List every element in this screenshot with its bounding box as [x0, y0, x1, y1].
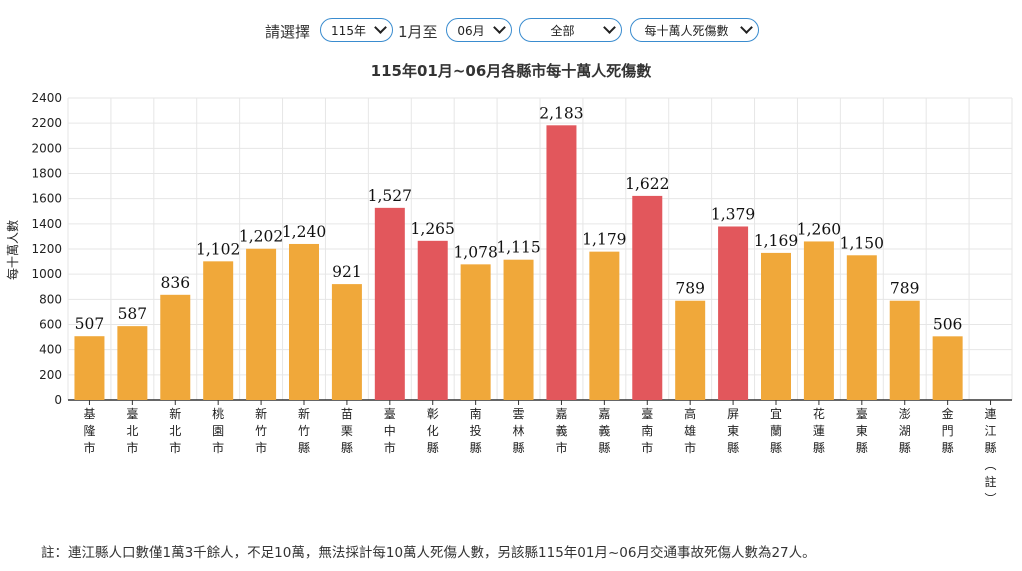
data-label: 1,265 [411, 220, 455, 238]
y-tick-label: 200 [39, 368, 62, 382]
bar [117, 326, 148, 400]
x-tick-label: 宜蘭縣 [770, 406, 782, 455]
x-tick-label: 屏東縣 [727, 407, 739, 455]
bar [417, 240, 448, 400]
x-tick-label: 高雄市 [684, 406, 696, 455]
x-tick-label: 臺東縣 [856, 406, 868, 455]
x-tick-label: 彰化縣 [427, 406, 439, 455]
x-tick-label: 苗栗縣 [341, 407, 353, 455]
y-axis-title: 每十萬人數 [5, 220, 20, 280]
year-select-value: 115年 [331, 23, 366, 38]
y-tick-label: 2000 [31, 141, 62, 155]
bar [546, 125, 577, 400]
x-tick-label: 金門縣 [942, 406, 954, 455]
bar [246, 248, 277, 400]
data-label: 1,527 [368, 187, 412, 205]
data-label: 789 [675, 280, 705, 298]
data-label: 1,240 [282, 223, 326, 241]
x-tick-label: 臺中市 [384, 406, 396, 455]
bar [718, 226, 749, 400]
year-select[interactable]: 115年 [320, 18, 393, 42]
data-label: 1,202 [239, 228, 283, 246]
bar [632, 195, 663, 400]
data-label: 1,078 [453, 243, 497, 261]
from-label: 1月至 [398, 23, 438, 41]
filter-bar: 請選擇 115年 1月至 06月 全部 每十萬人死傷數 [0, 18, 1022, 46]
data-label: 1,150 [840, 234, 884, 252]
y-tick-label: 600 [39, 318, 62, 332]
x-tick-label: 新北市 [169, 406, 181, 455]
x-tick-label: 臺北市 [126, 406, 138, 455]
x-tick-label: 雲林縣 [513, 407, 525, 455]
bar [503, 259, 534, 400]
x-tick-label: 嘉義市 [555, 407, 567, 455]
y-tick-label: 1400 [31, 217, 62, 231]
data-label: 2,183 [539, 104, 583, 122]
x-tick-label: 基隆市 [83, 407, 95, 455]
data-label: 921 [332, 263, 362, 281]
data-label: 1,622 [625, 175, 669, 193]
bar [74, 336, 105, 400]
bar-chart: 0 200 400 600 800 1000 1200 1400 1600 1800 2000 220… [5, 91, 1013, 506]
data-label: 1,115 [496, 239, 540, 257]
region-select[interactable]: 全部 [519, 18, 622, 42]
chart-title: 115年01月~06月各縣市每十萬人死傷數 [370, 62, 652, 80]
bar [460, 264, 491, 400]
data-label: 587 [118, 305, 148, 323]
bar [374, 207, 405, 400]
filter-prompt: 請選擇 [265, 23, 311, 41]
x-tick-label: 澎湖縣 [899, 407, 911, 455]
x-tick-label: 桃園市 [212, 406, 224, 455]
bar [160, 294, 191, 400]
bar [203, 261, 234, 400]
x-tick-label: 臺南市 [641, 406, 653, 455]
data-label: 789 [890, 280, 920, 298]
region-select-value: 全部 [550, 23, 575, 38]
x-tick-label: 連江縣︵註︶ [985, 407, 997, 506]
bar [761, 252, 791, 400]
y-tick-label: 400 [39, 343, 62, 357]
bar [589, 251, 620, 400]
data-label: 1,260 [797, 220, 841, 238]
data-label: 1,379 [711, 205, 755, 223]
bar [846, 255, 877, 400]
month-select[interactable]: 06月 [446, 18, 512, 42]
y-tick-label: 1000 [31, 267, 62, 281]
bar [803, 241, 834, 400]
y-tick-label: 2200 [31, 116, 62, 130]
y-tick-label: 800 [39, 292, 62, 306]
bar [675, 300, 706, 400]
y-tick-label: 2400 [31, 91, 62, 105]
bar [889, 300, 920, 400]
bar [289, 243, 319, 400]
y-tick-label: 1800 [31, 167, 62, 181]
x-tick-label: 花蓮縣 [813, 406, 825, 455]
metric-select[interactable]: 每十萬人死傷數 [630, 18, 759, 42]
data-label: 1,102 [196, 240, 240, 258]
x-tick-label: 新竹市 [255, 406, 267, 455]
data-label: 507 [75, 315, 105, 333]
data-label: 836 [160, 274, 190, 292]
month-select-value: 06月 [457, 23, 485, 38]
y-tick-label: 0 [54, 393, 62, 407]
bar [932, 336, 963, 400]
data-label: 506 [933, 315, 963, 333]
bar [331, 284, 362, 400]
data-label: 1,179 [582, 231, 626, 249]
x-tick-label: 新竹縣 [298, 406, 310, 455]
y-tick-label: 1200 [31, 242, 62, 256]
data-label: 1,169 [754, 232, 798, 250]
footnote: 註：連江縣人口數僅1萬3千餘人，不足10萬，無法採計每10萬人死傷人數，另該縣1… [41, 545, 816, 561]
metric-select-value: 每十萬人死傷數 [644, 23, 729, 38]
y-tick-label: 1600 [31, 192, 62, 206]
x-tick-label: 嘉義縣 [598, 407, 610, 455]
x-tick-label: 南投縣 [470, 406, 482, 455]
